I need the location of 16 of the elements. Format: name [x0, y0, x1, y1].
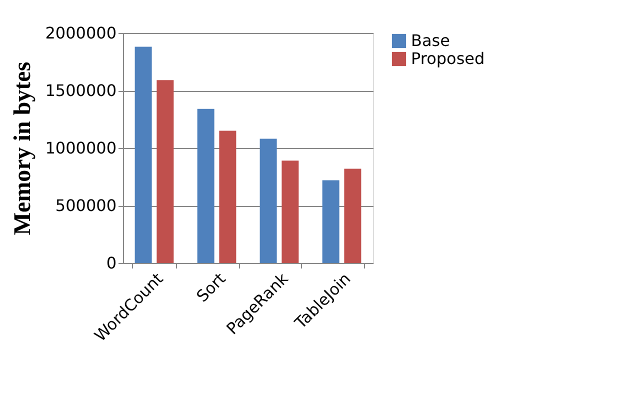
y-tick-label: 0: [106, 254, 116, 272]
bar: [322, 180, 340, 263]
legend-label: Proposed: [411, 49, 485, 68]
bar: [156, 80, 174, 263]
y-axis-title: Memory in bytes: [10, 62, 36, 236]
y-tick-label: 2000000: [45, 24, 116, 42]
bar: [260, 138, 277, 263]
bar: [219, 130, 236, 263]
bar: [197, 108, 214, 263]
bar: [134, 46, 152, 263]
bar: [344, 168, 362, 263]
y-tick-label: 500000: [55, 196, 116, 215]
bar: [282, 160, 299, 263]
y-tick-label: 1500000: [45, 81, 116, 100]
y-tick-label: 1000000: [45, 138, 116, 158]
legend-label: Base: [411, 31, 450, 50]
